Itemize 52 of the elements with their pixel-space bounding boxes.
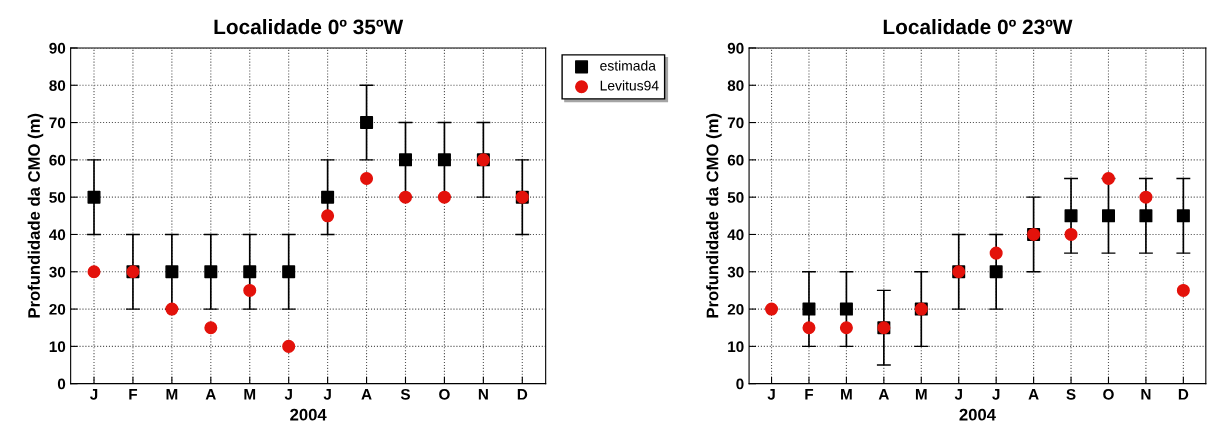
x-tick-label: S [400,388,410,400]
y-tick-label: 60 [49,154,66,166]
x-tick-label: A [878,389,889,400]
y-tick-label: 0 [57,378,66,390]
legend-label: Levitus94 [600,80,659,91]
y-tick-label: 60 [727,154,744,166]
y-tick-label: 80 [49,80,66,91]
y-tick-label: 20 [727,303,744,315]
x-tick-label: M [841,389,852,400]
y-tick-label: 50 [49,192,66,203]
x-tick-label: N [478,389,488,400]
y-tick-label: 90 [727,42,744,54]
x-axis-title: 2004 [959,408,996,421]
y-tick-label: 40 [727,229,744,241]
y-tick-label: 90 [49,42,66,54]
x-tick-label: O [1103,388,1114,400]
y-tick-label: 50 [727,192,744,203]
y-tick-label: 10 [728,341,744,353]
x-tick-label: D [1178,389,1189,400]
chart-title: Localidade 0º 23ºW [883,18,1073,35]
x-tick-label: J [954,389,962,400]
x-tick-label: J [323,389,331,400]
x-tick-label: J [284,389,292,400]
y-tick-label: 80 [727,80,744,91]
x-tick-label: A [1028,389,1039,400]
x-tick-label: J [767,389,775,400]
x-tick-label: M [915,389,927,400]
x-tick-label: M [166,389,178,400]
y-tick-label: 0 [736,378,744,390]
x-tick-label: J [992,389,1000,400]
x-axis-title: 2004 [290,408,327,421]
x-tick-label: A [205,389,216,400]
x-tick-label: J [89,389,98,400]
chart-title: Localidade 0º 35ºW [214,18,404,35]
y-tick-label: 70 [49,117,66,129]
y-tick-label: 20 [49,303,66,315]
x-tick-label: O [439,388,450,400]
y-tick-label: 30 [727,266,744,278]
x-tick-label: N [1141,389,1151,400]
x-tick-label: D [517,389,528,400]
legend-label: estimada [600,60,656,71]
y-tick-label: 70 [727,117,744,129]
x-tick-label: S [1066,388,1076,400]
y-tick-label: 10 [49,341,66,353]
x-tick-label: A [361,389,372,400]
x-tick-label: M [244,389,256,400]
x-tick-label: F [805,389,814,400]
y-axis-title: Profundidade da CMO (m) [706,113,722,318]
y-axis-title: Profundidade da CMO (m) [27,113,44,318]
x-tick-label: F [129,389,138,400]
y-tick-label: 40 [49,229,66,241]
y-tick-label: 30 [49,266,66,278]
